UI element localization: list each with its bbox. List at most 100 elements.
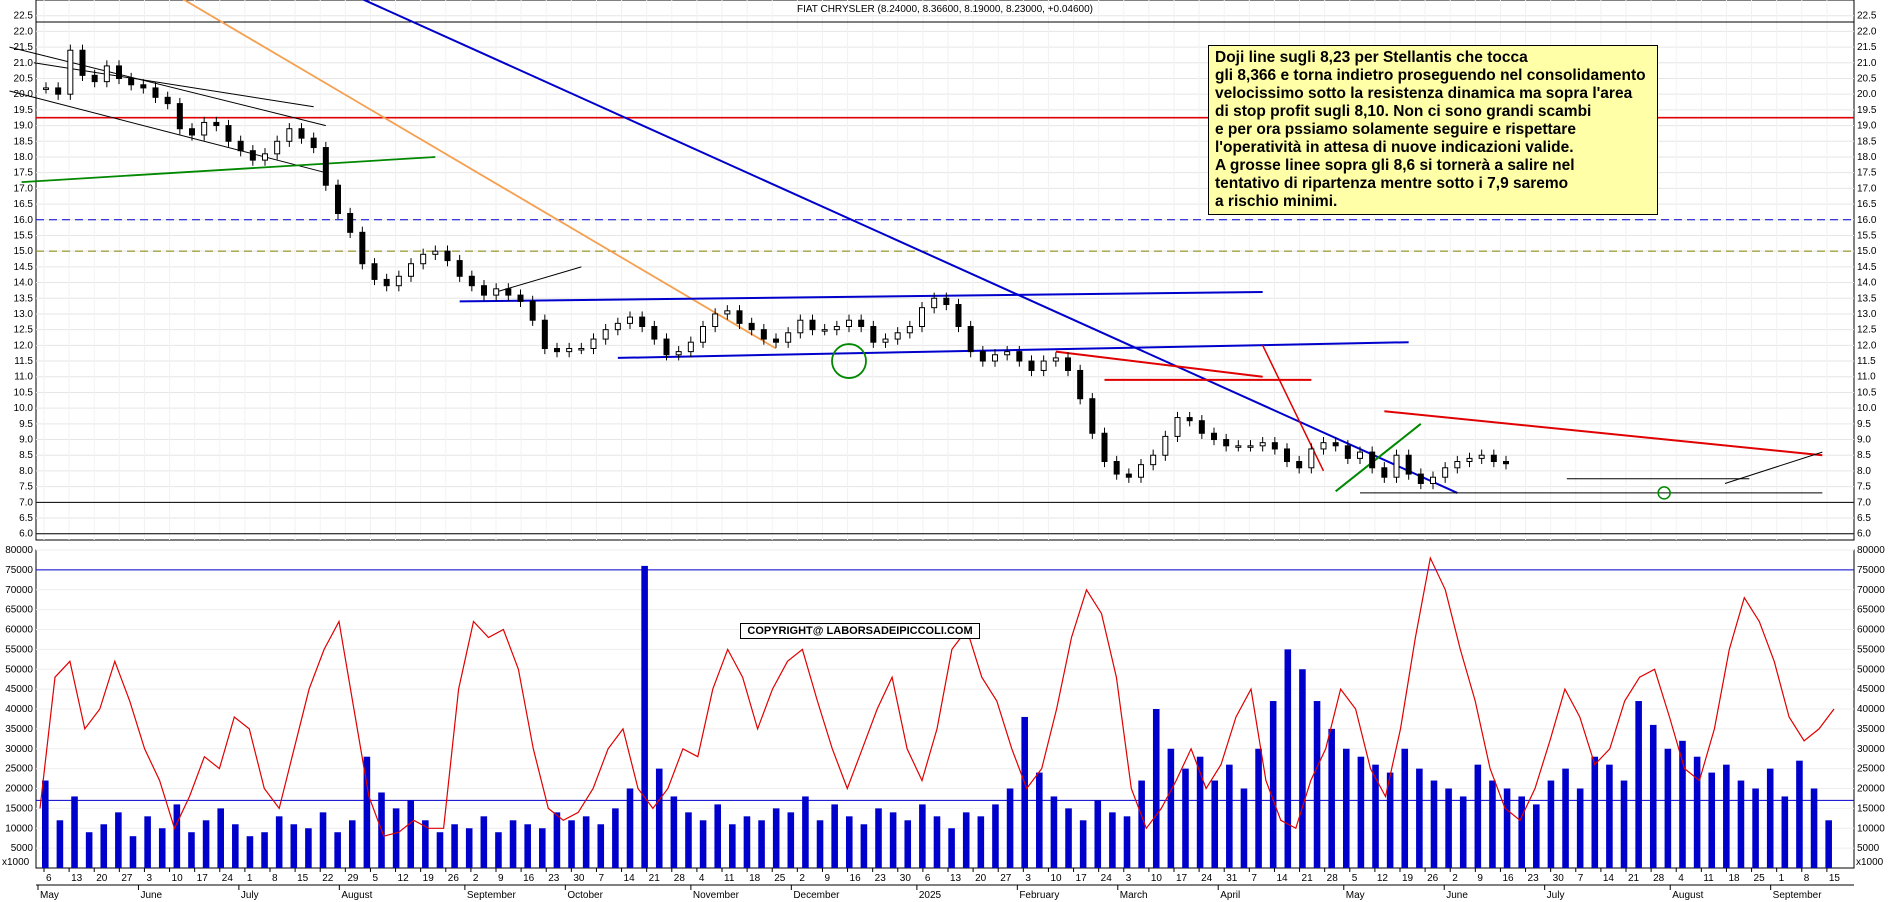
day-tick-label: 15 (1829, 873, 1841, 884)
blue-range-top-line (459, 290, 1263, 303)
price-tick-right: 19.5 (1857, 105, 1877, 116)
candle-body (1284, 448, 1290, 463)
month-tick-label: December (793, 890, 840, 901)
day-tick-label: 31 (1226, 873, 1238, 884)
candle-body (408, 263, 414, 277)
volume-bar (1255, 748, 1262, 868)
volume-bar (1138, 780, 1145, 868)
day-tick-label: 26 (1427, 873, 1439, 884)
volume-bar (290, 824, 298, 868)
volume-bar (1518, 796, 1525, 868)
price-tick-left: 13.0 (14, 309, 34, 320)
candle-body (189, 128, 195, 136)
price-tick-right: 10.5 (1857, 387, 1877, 398)
candle-body (432, 250, 439, 255)
candle-body (1211, 432, 1217, 441)
candle-body (919, 307, 925, 328)
day-tick-label: 28 (1327, 873, 1339, 884)
volume-bar (392, 808, 400, 868)
month-tick-label: July (1547, 890, 1565, 901)
volume-tick-left: 60000 (5, 625, 33, 636)
volume-bar (655, 768, 663, 868)
candle-body (809, 319, 816, 331)
candle-body (992, 354, 998, 362)
candle-body (444, 250, 451, 262)
price-tick-right: 16.0 (1857, 215, 1877, 226)
day-tick-label: 27 (1000, 873, 1012, 884)
volume-bar (1430, 780, 1438, 868)
day-tick-label: 6 (925, 873, 931, 884)
price-tick-right: 15.5 (1857, 230, 1877, 241)
volume-bar (1109, 812, 1116, 868)
candle-body (1259, 442, 1266, 447)
volume-bar (144, 816, 151, 868)
price-tick-right: 14.0 (1857, 278, 1877, 289)
green-small-circle-marker (1657, 486, 1671, 500)
candle-body (237, 140, 244, 152)
volume-bar (319, 812, 327, 868)
volume-bar (202, 820, 210, 868)
candle-body (91, 74, 98, 83)
candle-body (1150, 454, 1157, 466)
volume-bar (173, 804, 181, 868)
candle-body (1235, 445, 1242, 448)
volume-bar (1679, 740, 1686, 868)
price-tick-right: 6.0 (1857, 529, 1871, 540)
price-tick-left: 22.5 (14, 11, 34, 22)
price-tick-right: 19.0 (1857, 121, 1877, 132)
price-tick-left: 15.5 (14, 230, 34, 241)
volume-bar (1591, 756, 1599, 868)
volume-bar (451, 824, 458, 868)
month-tick-label: November (693, 890, 740, 901)
month-tick-label: September (1773, 890, 1823, 901)
day-tick-label: 10 (1151, 873, 1163, 884)
candle-body (1052, 357, 1059, 362)
volume-unit-left: x1000 (2, 857, 30, 868)
price-tick-left: 19.5 (14, 105, 34, 116)
price-tick-left: 7.0 (19, 497, 33, 508)
channel-upper-line (9, 46, 326, 127)
volume-bar (948, 828, 955, 868)
volume-bar (1065, 808, 1072, 868)
month-tick-label: 2025 (919, 890, 942, 901)
candle-body (760, 329, 767, 340)
day-tick-label: 19 (1402, 873, 1414, 884)
candle-body (675, 351, 682, 356)
volume-tick-right: 20000 (1857, 784, 1885, 795)
analysis-note-line: velocissimo sotto la resistenza dinamica… (1215, 85, 1633, 102)
volume-tick-right: 10000 (1857, 823, 1885, 834)
volume-bar (919, 804, 926, 868)
candle-body (371, 263, 378, 280)
candle-body (262, 153, 268, 161)
volume-tick-left: 35000 (5, 724, 33, 735)
price-tick-left: 16.0 (14, 215, 34, 226)
candle-body (128, 77, 135, 86)
volume-unit-right: x1000 (1856, 857, 1884, 868)
candle-body (1308, 448, 1315, 469)
candle-body (712, 313, 719, 328)
candle-body (748, 322, 755, 331)
day-tick-label: 17 (1076, 873, 1088, 884)
candle-body (931, 297, 938, 309)
price-tick-left: 16.5 (14, 199, 34, 210)
month-tick-label: August (341, 890, 372, 901)
volume-bar (845, 816, 853, 868)
volume-bar (1240, 788, 1248, 868)
price-tick-left: 6.0 (19, 529, 33, 540)
price-tick-right: 9.0 (1857, 435, 1871, 446)
price-tick-right: 21.5 (1857, 42, 1877, 53)
candle-body (578, 347, 585, 351)
day-tick-label: 7 (1578, 873, 1584, 884)
volume-tick-right: 30000 (1857, 744, 1885, 755)
month-tick-label: February (1019, 890, 1059, 901)
volume-tick-right: 50000 (1857, 664, 1885, 675)
day-tick-label: 24 (1201, 873, 1213, 884)
candle-body (468, 275, 475, 287)
volume-bar (465, 828, 473, 868)
volume-bar (1708, 772, 1716, 868)
price-tick-left: 14.5 (14, 262, 34, 273)
day-tick-label: 24 (1101, 873, 1113, 884)
volume-tick-right: 25000 (1857, 764, 1885, 775)
volume-bar (509, 820, 517, 868)
volume-bar (524, 824, 531, 868)
